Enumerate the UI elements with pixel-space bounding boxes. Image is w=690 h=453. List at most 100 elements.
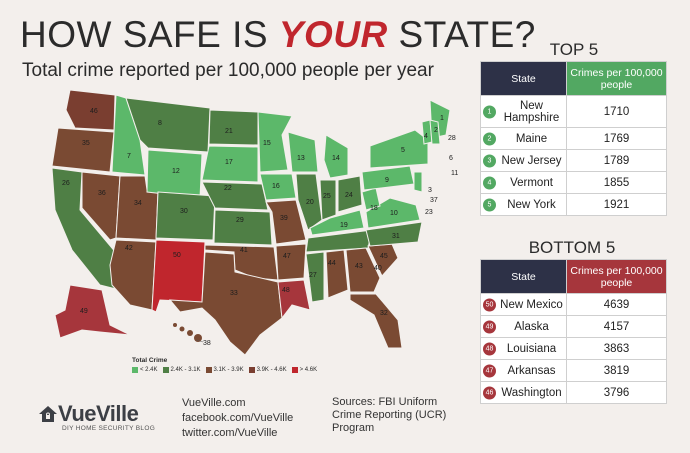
label-mt: 8 [158,120,162,127]
link-facebook[interactable]: facebook.com/VueVille [182,412,294,424]
bottom5-table: State Crimes per 100,000 people 50 New Me… [480,259,667,404]
label-sc: 40 [374,265,382,272]
table-row: 4 Vermont 1855 [480,171,667,194]
top5-table: State Crimes per 100,000 people 1 New Ham… [480,61,667,216]
crime-value: 3796 [566,381,667,404]
col-state: State [480,259,567,294]
title-suffix: STATE? [387,14,536,55]
crime-value: 1921 [566,193,667,216]
legend-item: > 4.6K [291,367,317,373]
state-iowa [259,173,297,201]
us-crime-map: 46 35 26 36 34 42 50 49 7 12 8 21 17 22 … [51,89,458,356]
state-arkansas [275,243,307,281]
state-florida [349,293,403,349]
legend-swatch [162,367,169,373]
state-louisiana [277,279,311,320]
label-sd: 17 [225,159,233,166]
map-legend: Total Crime < 2.4K 2.4K - 3.1K 3.1K - 3.… [132,357,317,373]
state-minnesota [257,111,293,173]
label-mo: 39 [280,215,288,222]
state-arizona [109,239,157,311]
label-al: 44 [328,260,336,267]
label-nd: 21 [225,128,233,135]
house-lock-icon [39,406,57,422]
label-tx: 33 [230,290,238,297]
title-prefix: HOW SAFE IS [20,14,279,55]
state-north-carolina [365,221,423,247]
label-id: 7 [127,153,131,160]
state-name: New Hampshire [503,99,560,124]
state-alaska [54,284,131,339]
link-twitter[interactable]: twitter.com/VueVille [182,427,278,439]
label-mi: 14 [332,155,340,162]
state-name: New York [507,198,556,211]
label-nh: 2 [434,127,438,134]
brand-name-a: Vue [58,401,97,426]
label-pa: 9 [385,177,389,184]
map-labels: 46 35 26 36 34 42 50 49 7 12 8 21 17 22 … [62,108,458,347]
label-mn: 15 [263,140,271,147]
state-hawaii [173,323,202,342]
table-row: 46 Washington 3796 [480,381,667,404]
col-value: Crimes per 100,000 people [566,61,667,96]
state-montana [125,97,211,153]
link-website[interactable]: VueVille.com [182,397,246,409]
state-name: Louisiana [506,342,557,355]
label-vt: 4 [424,133,428,140]
state-ohio [337,175,363,213]
page-title: HOW SAFE IS YOUR STATE? [20,14,536,56]
crime-value: 3819 [566,359,667,382]
label-ny: 5 [401,147,405,154]
label-ok: 41 [240,247,248,254]
label-ak: 49 [80,308,88,315]
label-me: 1 [440,115,444,122]
state-new-mexico [151,239,206,313]
state-mississippi [305,251,325,303]
state-name: Washington [501,386,562,399]
label-nm-east: 28 [448,135,456,142]
label-hi: 38 [203,340,211,347]
label-co: 30 [180,208,188,215]
label-ks: 29 [236,217,244,224]
label-ar: 47 [283,253,291,260]
col-value: Crimes per 100,000 people [566,259,667,294]
label-oh: 24 [345,192,353,199]
state-new-jersey [413,171,423,193]
table-row: 47 Arkansas 3819 [480,359,667,382]
table-row: 48 Louisiana 3863 [480,337,667,360]
table-header: State Crimes per 100,000 people [480,61,667,96]
state-oregon [51,127,115,173]
table-row: 2 Maine 1769 [480,127,667,150]
state-tennessee [305,229,373,253]
rank-badge: 5 [483,198,496,211]
state-new-york [369,129,429,169]
state-michigan [323,134,349,179]
legend-swatch [291,367,298,373]
legend-title: Total Crime [132,357,168,364]
crime-value: 3863 [566,337,667,360]
legend-item: 2.4K - 3.1K [162,367,201,373]
top5-heading: TOP 5 [549,40,599,59]
table-row: 3 New Jersey 1789 [480,149,667,172]
crime-value: 1855 [566,171,667,194]
label-ky: 18 [370,205,378,212]
rank-badge: 49 [483,320,496,333]
label-ne: 22 [224,185,232,192]
label-il: 20 [306,199,314,206]
table-header: State Crimes per 100,000 people [480,259,667,294]
label-nv: 36 [98,190,106,197]
table-row: 1 New Hampshire 1710 [480,95,667,128]
state-nevada [81,171,121,241]
label-ga: 43 [355,263,363,270]
crime-value: 4639 [566,293,667,316]
brand-name-b: Ville [96,401,139,426]
rank-badge: 46 [483,386,496,399]
col-state: State [480,61,567,96]
state-north-dakota [208,109,259,146]
crime-value: 4157 [566,315,667,338]
state-indiana [319,179,337,221]
state-name: New Mexico [500,298,563,311]
state-nebraska [201,181,269,211]
label-ia: 16 [272,183,280,190]
legend-swatch [132,367,138,373]
